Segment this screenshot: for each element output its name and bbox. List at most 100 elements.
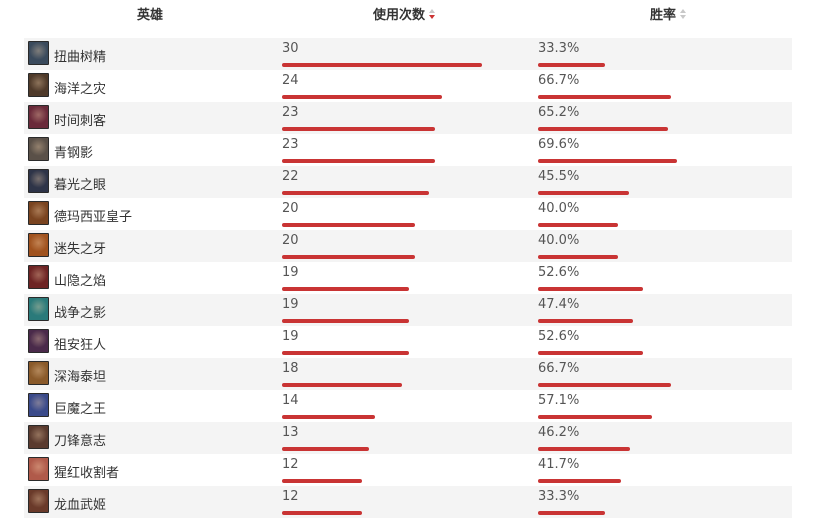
- uses-value: 18: [282, 361, 299, 376]
- column-header-winrate-label: 胜率: [650, 8, 677, 23]
- uses-value: 14: [282, 393, 299, 408]
- hero-avatar: [28, 169, 49, 193]
- hero-stats-table: 扭曲树精 30 33.3% 海洋之灾 24 66.7% 时间刺客 23 65.2% 青钢影 23 69…: [24, 38, 792, 518]
- table-row[interactable]: 德玛西亚皇子 20 40.0%: [24, 198, 792, 230]
- hero-name: 巨魔之王: [54, 402, 107, 417]
- uses-bar: [282, 287, 409, 291]
- hero-name: 猩红收割者: [54, 466, 120, 481]
- uses-value: 12: [282, 489, 299, 504]
- hero-avatar: [28, 457, 49, 481]
- column-header-hero-label: 英雄: [137, 8, 164, 23]
- winrate-bar: [538, 479, 621, 483]
- hero-name: 山隐之焰: [54, 274, 107, 289]
- table-row[interactable]: 深海泰坦 18 66.7%: [24, 358, 792, 390]
- hero-avatar: [28, 41, 49, 65]
- hero-avatar: [28, 329, 49, 353]
- uses-bar: [282, 447, 369, 451]
- winrate-bar: [538, 351, 643, 355]
- table-row[interactable]: 山隐之焰 19 52.6%: [24, 262, 792, 294]
- table-row[interactable]: 龙血武姬 12 33.3%: [24, 486, 792, 518]
- table-row[interactable]: 刀锋意志 13 46.2%: [24, 422, 792, 454]
- winrate-bar: [538, 63, 605, 67]
- table-row[interactable]: 战争之影 19 47.4%: [24, 294, 792, 326]
- uses-bar: [282, 191, 429, 195]
- winrate-bar: [538, 383, 671, 387]
- sort-down-arrow-icon: [429, 14, 436, 19]
- winrate-value: 33.3%: [538, 489, 580, 504]
- uses-value: 12: [282, 457, 299, 472]
- sort-desc-icon: [429, 8, 436, 20]
- table-row[interactable]: 迷失之牙 20 40.0%: [24, 230, 792, 262]
- column-header-uses-label: 使用次数: [373, 8, 426, 23]
- table-row[interactable]: 巨魔之王 14 57.1%: [24, 390, 792, 422]
- uses-value: 19: [282, 297, 299, 312]
- hero-avatar: [28, 137, 49, 161]
- uses-value: 24: [282, 73, 299, 88]
- uses-value: 19: [282, 329, 299, 344]
- hero-avatar: [28, 489, 49, 513]
- uses-bar: [282, 159, 435, 163]
- winrate-value: 40.0%: [538, 233, 580, 248]
- table-row[interactable]: 海洋之灾 24 66.7%: [24, 70, 792, 102]
- column-header-winrate[interactable]: 胜率: [650, 4, 687, 23]
- uses-value: 30: [282, 41, 299, 56]
- table-row[interactable]: 暮光之眼 22 45.5%: [24, 166, 792, 198]
- winrate-value: 66.7%: [538, 73, 580, 88]
- table-row[interactable]: 时间刺客 23 65.2%: [24, 102, 792, 134]
- uses-bar: [282, 255, 415, 259]
- winrate-value: 52.6%: [538, 265, 580, 280]
- sort-icon: [680, 8, 687, 20]
- hero-name: 扭曲树精: [54, 50, 107, 65]
- table-row[interactable]: 扭曲树精 30 33.3%: [24, 38, 792, 70]
- table-header: 英雄 使用次数 胜率: [0, 0, 816, 26]
- winrate-value: 57.1%: [538, 393, 580, 408]
- hero-name: 战争之影: [54, 306, 107, 321]
- hero-name: 龙血武姬: [54, 498, 107, 513]
- sort-up-arrow-icon: [680, 8, 687, 13]
- winrate-bar: [538, 511, 605, 515]
- column-header-hero: 英雄: [137, 4, 163, 23]
- hero-avatar: [28, 425, 49, 449]
- uses-bar: [282, 511, 362, 515]
- hero-avatar: [28, 233, 49, 257]
- table-row[interactable]: 猩红收割者 12 41.7%: [24, 454, 792, 486]
- winrate-bar: [538, 255, 618, 259]
- winrate-bar: [538, 191, 629, 195]
- uses-bar: [282, 223, 415, 227]
- winrate-bar: [538, 447, 630, 451]
- uses-value: 13: [282, 425, 299, 440]
- uses-bar: [282, 383, 402, 387]
- winrate-value: 40.0%: [538, 201, 580, 216]
- uses-bar: [282, 479, 362, 483]
- sort-down-arrow-icon: [680, 14, 687, 19]
- hero-avatar: [28, 297, 49, 321]
- uses-bar: [282, 63, 482, 67]
- winrate-value: 45.5%: [538, 169, 580, 184]
- winrate-value: 65.2%: [538, 105, 580, 120]
- winrate-value: 69.6%: [538, 137, 580, 152]
- hero-name: 青钢影: [54, 146, 94, 161]
- hero-avatar: [28, 393, 49, 417]
- table-row[interactable]: 祖安狂人 19 52.6%: [24, 326, 792, 358]
- hero-avatar: [28, 265, 49, 289]
- winrate-bar: [538, 287, 643, 291]
- hero-avatar: [28, 201, 49, 225]
- winrate-bar: [538, 95, 671, 99]
- column-header-uses[interactable]: 使用次数: [373, 4, 436, 23]
- sort-up-arrow-icon: [429, 8, 436, 13]
- winrate-bar: [538, 159, 677, 163]
- uses-bar: [282, 127, 435, 131]
- winrate-value: 66.7%: [538, 361, 580, 376]
- winrate-value: 52.6%: [538, 329, 580, 344]
- winrate-bar: [538, 223, 618, 227]
- table-row[interactable]: 青钢影 23 69.6%: [24, 134, 792, 166]
- hero-name: 深海泰坦: [54, 370, 107, 385]
- uses-bar: [282, 351, 409, 355]
- hero-name: 迷失之牙: [54, 242, 107, 257]
- hero-name: 时间刺客: [54, 114, 107, 129]
- uses-value: 23: [282, 105, 299, 120]
- winrate-bar: [538, 319, 633, 323]
- uses-value: 20: [282, 201, 299, 216]
- hero-name: 祖安狂人: [54, 338, 107, 353]
- winrate-value: 41.7%: [538, 457, 580, 472]
